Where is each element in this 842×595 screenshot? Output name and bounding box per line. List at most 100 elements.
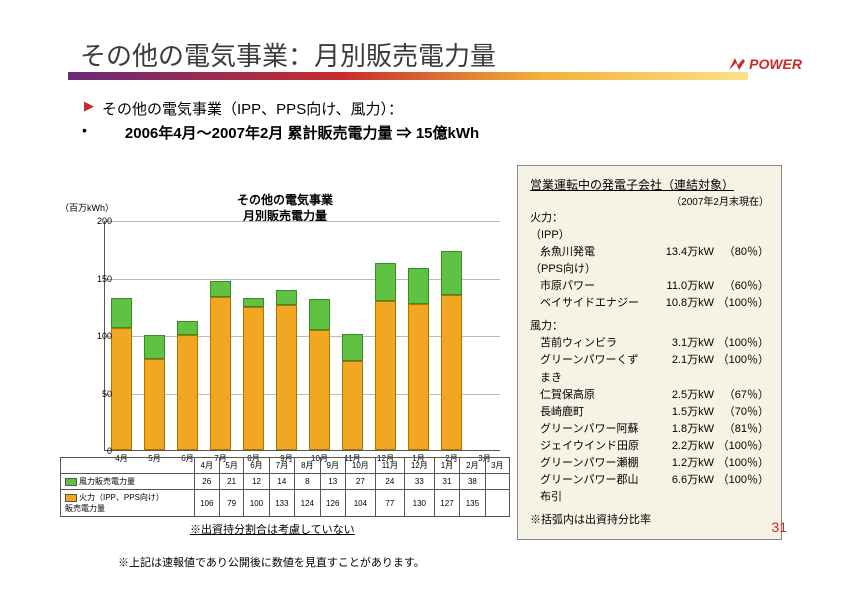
bar-wind [177, 321, 198, 335]
data-cell: 12 [244, 474, 269, 490]
table-header-cell: 9月 [320, 458, 345, 474]
page-number: 31 [771, 519, 787, 535]
chart-title: その他の電気事業月別販売電力量 [60, 193, 510, 224]
table-header-cell: 7月 [269, 458, 294, 474]
bullet-2: • 2006年4月～2007年2月 累計販売電力量 ⇒ 15億kWh [82, 122, 479, 143]
bullet-arrow-icon: ▶ [84, 98, 94, 114]
y-axis-unit: （百万kWh） [60, 201, 114, 214]
note-1: ※出資持分割合は考慮していない [190, 521, 355, 537]
bar-wind [144, 335, 165, 359]
data-cell: 13 [320, 474, 345, 490]
info-row: 苫前ウィンビラ3.1万kW（100％） [530, 335, 769, 352]
bar-thermal [342, 361, 363, 450]
info-box: 営業運転中の発電子会社（連結対象） （2007年2月末現在） 火力： （IPP）… [517, 165, 782, 540]
thermal-head: 火力： [530, 210, 769, 227]
bullet-dot-icon: • [82, 122, 87, 138]
info-row: 長崎鹿町1.5万kW（70％） [530, 404, 769, 421]
bar-wind [111, 298, 132, 328]
info-row: グリーンパワーくずまき2.1万kW（100％） [530, 352, 769, 386]
y-tick: 0 [107, 446, 112, 456]
info-title: 営業運転中の発電子会社（連結対象） [530, 176, 769, 195]
data-cell: 104 [345, 490, 375, 517]
chart-plot-area: 4月5月6月7月8月9月10月11月12月1月2月3月 [104, 221, 500, 451]
bullet-1-text: その他の電気事業（IPP、PPS向け、風力）： [102, 98, 403, 119]
bar-thermal [375, 301, 396, 451]
bar-thermal [144, 359, 165, 450]
info-row: 市原パワー11.0万kW（60％） [530, 278, 769, 295]
table-header-cell: 3月 [485, 458, 509, 474]
data-cell: 24 [375, 474, 404, 490]
table-header-cell: 8月 [295, 458, 320, 474]
table-header-cell: 12月 [404, 458, 434, 474]
legend-cell: 風力販売電力量 [61, 474, 195, 490]
bar-wind [276, 290, 297, 305]
data-cell: 135 [460, 490, 485, 517]
bar-thermal [177, 335, 198, 450]
bar-thermal [243, 307, 264, 450]
data-cell: 21 [219, 474, 243, 490]
bar-wind [375, 263, 396, 301]
table-header-cell: 2月 [460, 458, 485, 474]
info-date: （2007年2月末現在） [530, 195, 769, 211]
data-cell: 124 [295, 490, 320, 517]
legend-cell: 火力（IPP、PPS向け）販売電力量 [61, 490, 195, 517]
logo-text: POWER [749, 56, 802, 72]
data-cell: 79 [219, 490, 243, 517]
data-cell: 26 [194, 474, 219, 490]
bar-thermal [276, 305, 297, 450]
info-row: グリーンパワー瀬棚1.2万kW（100％） [530, 455, 769, 472]
pps-head: （PPS向け） [530, 261, 769, 278]
data-cell: 127 [434, 490, 459, 517]
power-logo: POWER [727, 56, 802, 72]
bar-wind [441, 251, 462, 295]
chart-container: （百万kWh） その他の電気事業月別販売電力量 4月5月6月7月8月9月10月1… [60, 193, 510, 503]
table-header-cell: 6月 [244, 458, 269, 474]
y-tick: 50 [102, 389, 112, 399]
bar-wind [210, 281, 231, 297]
data-cell: 27 [345, 474, 375, 490]
table-header-cell: 5月 [219, 458, 243, 474]
bullet-1: ▶ その他の電気事業（IPP、PPS向け、風力）： [84, 98, 403, 119]
y-tick: 200 [97, 216, 112, 226]
bar-thermal [210, 297, 231, 450]
data-cell: 106 [194, 490, 219, 517]
data-cell: 126 [320, 490, 345, 517]
bar-thermal [441, 295, 462, 450]
bar-wind [408, 268, 429, 304]
data-cell: 100 [244, 490, 269, 517]
table-header-cell: 10月 [345, 458, 375, 474]
chart-data-table: 4月5月6月7月8月9月10月11月12月1月2月3月風力販売電力量262112… [60, 457, 510, 517]
data-cell: 133 [269, 490, 294, 517]
y-tick: 150 [97, 274, 112, 284]
table-header-cell: 4月 [194, 458, 219, 474]
y-tick: 100 [97, 331, 112, 341]
data-cell: 14 [269, 474, 294, 490]
wind-head: 風力： [530, 318, 769, 335]
info-row: グリーンパワー阿蘇1.8万kW（81％） [530, 421, 769, 438]
data-cell: 38 [460, 474, 485, 490]
data-cell: 130 [404, 490, 434, 517]
bar-wind [309, 299, 330, 330]
data-cell [485, 474, 509, 490]
table-header-cell: 1月 [434, 458, 459, 474]
info-row: 仁賀保高原2.5万kW（67％） [530, 387, 769, 404]
info-row: 糸魚川発電13.4万kW（80％） [530, 244, 769, 261]
note-2: ※上記は速報値であり公開後に数値を見直すことがあります。 [118, 554, 425, 570]
page-title: その他の電気事業：月別販売電力量 [80, 36, 496, 73]
bar-thermal [408, 304, 429, 450]
bar-wind [243, 298, 264, 307]
bar-thermal [111, 328, 132, 450]
data-cell: 33 [404, 474, 434, 490]
data-cell: 8 [295, 474, 320, 490]
data-cell: 31 [434, 474, 459, 490]
info-row: グリーンパワー郡山布引6.6万kW（100％） [530, 472, 769, 506]
table-header-cell: 11月 [375, 458, 404, 474]
title-underline [68, 72, 748, 80]
info-row: ベイサイドエナジー10.8万kW（100％） [530, 295, 769, 312]
info-row: ジェイウインド田原2.2万kW（100％） [530, 438, 769, 455]
bar-thermal [309, 330, 330, 450]
bracket-note: ※括弧内は出資持分比率 [530, 512, 769, 529]
data-cell [485, 490, 509, 517]
data-cell: 77 [375, 490, 404, 517]
bullet-2-text: 2006年4月～2007年2月 累計販売電力量 ⇒ 15億kWh [95, 122, 479, 143]
